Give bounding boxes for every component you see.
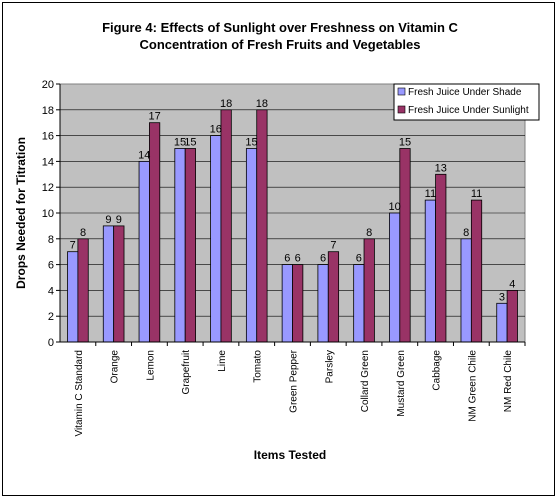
x-axis-title: Items Tested bbox=[254, 448, 326, 462]
y-tick-label: 4 bbox=[48, 285, 54, 297]
x-category-label: Cabbage bbox=[432, 350, 443, 391]
data-label: 11 bbox=[471, 188, 482, 200]
bar-sunlight bbox=[184, 148, 196, 343]
x-category-label: Lime bbox=[217, 350, 228, 372]
bar-sunlight bbox=[435, 173, 447, 343]
bar-sunlight bbox=[399, 148, 411, 343]
bar-shade bbox=[389, 212, 401, 343]
bar-sunlight bbox=[470, 199, 483, 343]
data-label: 15 bbox=[399, 137, 411, 149]
x-category-label: Orange bbox=[110, 350, 121, 384]
legend-swatch-sunlight bbox=[397, 105, 406, 114]
data-label: 9 bbox=[105, 214, 111, 226]
bar-sunlight bbox=[506, 289, 518, 343]
bar-sunlight bbox=[149, 122, 161, 343]
bar-shade bbox=[460, 238, 472, 343]
data-label: 17 bbox=[148, 111, 160, 123]
x-category-label: Lemon bbox=[145, 350, 156, 381]
y-tick-label: 6 bbox=[48, 260, 54, 272]
data-label: 8 bbox=[463, 227, 469, 239]
y-tick-label: 14 bbox=[42, 156, 54, 168]
y-tick-label: 16 bbox=[42, 131, 54, 143]
data-label: 8 bbox=[80, 227, 86, 239]
x-axis-ticks: Vitamin C Standard Orange Lemon Grapefruit L… bbox=[74, 342, 526, 437]
bar-shade bbox=[210, 135, 222, 343]
y-tick-label: 18 bbox=[42, 105, 54, 117]
x-category-label: Tomato bbox=[253, 350, 264, 383]
bar-shade bbox=[317, 264, 329, 343]
bar-shade bbox=[174, 148, 186, 343]
y-tick-label: 20 bbox=[42, 79, 54, 91]
bar-shade bbox=[353, 264, 365, 343]
y-tick-label: 10 bbox=[42, 208, 54, 220]
chart-title-line-2: Concentration of Fresh Fruits and Vegeta… bbox=[140, 37, 421, 52]
data-label: 6 bbox=[284, 253, 290, 265]
x-category-label: Vitamin C Standard bbox=[74, 350, 85, 437]
data-label: 7 bbox=[330, 240, 336, 252]
legend: Fresh Juice Under Shade Fresh Juice Unde… bbox=[393, 83, 540, 121]
x-category-label: Parsley bbox=[324, 350, 335, 383]
data-label: 13 bbox=[435, 162, 447, 174]
data-label: 3 bbox=[499, 291, 505, 303]
y-tick-label: 8 bbox=[48, 234, 54, 246]
bar-sunlight bbox=[363, 238, 375, 343]
x-category-label: NM Red Chile bbox=[503, 350, 514, 413]
data-label: 16 bbox=[210, 124, 222, 136]
x-category-label: Mustard Green bbox=[396, 350, 407, 417]
bar-sunlight bbox=[220, 109, 232, 343]
y-tick-label: 12 bbox=[42, 182, 54, 194]
bar-shade bbox=[138, 160, 150, 343]
data-label: 6 bbox=[320, 253, 326, 265]
data-label: 11 bbox=[425, 188, 436, 200]
x-category-label: Collard Green bbox=[360, 350, 371, 412]
data-label: 9 bbox=[116, 214, 122, 226]
data-label: 4 bbox=[509, 278, 515, 290]
data-label: 15 bbox=[245, 137, 257, 149]
bar-sunlight bbox=[292, 264, 304, 343]
data-label: 18 bbox=[220, 98, 232, 110]
data-label: 10 bbox=[388, 201, 400, 213]
legend-box bbox=[393, 83, 540, 121]
bar-shade bbox=[496, 302, 508, 343]
data-label: 15 bbox=[184, 137, 196, 149]
data-label: 14 bbox=[138, 149, 150, 161]
data-label: 6 bbox=[295, 253, 301, 265]
bar-shade bbox=[67, 251, 79, 343]
y-tick-label: 2 bbox=[48, 311, 54, 323]
bar-shade bbox=[424, 199, 436, 343]
y-tick-label: 0 bbox=[48, 337, 54, 349]
bar-shade bbox=[281, 264, 293, 343]
y-axis-ticks: 0 2 4 6 8 10 12 14 16 18 20 bbox=[42, 79, 525, 349]
data-label: 6 bbox=[356, 253, 362, 265]
legend-swatch-shade bbox=[397, 87, 406, 96]
bar-sunlight bbox=[256, 109, 268, 343]
bar-sunlight bbox=[327, 251, 340, 343]
legend-label-sunlight: Fresh Juice Under Sunlight bbox=[408, 105, 529, 116]
data-label: 8 bbox=[366, 227, 372, 239]
legend-label-shade: Fresh Juice Under Shade bbox=[408, 87, 522, 98]
x-category-label: Grapefruit bbox=[181, 350, 192, 395]
bar-shade bbox=[245, 148, 258, 343]
bar-sunlight bbox=[77, 238, 89, 343]
data-label: 15 bbox=[174, 137, 186, 149]
bar-shade bbox=[102, 225, 115, 343]
bars bbox=[67, 109, 518, 343]
y-axis-title: Drops Needed for Titration bbox=[14, 137, 28, 289]
bar-sunlight bbox=[113, 225, 125, 343]
data-label: 18 bbox=[256, 98, 268, 110]
chart-title-line-1: Figure 4: Effects of Sunlight over Fresh… bbox=[102, 20, 458, 35]
x-category-label: Green Pepper bbox=[289, 349, 300, 412]
data-label: 7 bbox=[70, 240, 76, 252]
x-category-label: NM Green Chile bbox=[467, 350, 478, 422]
